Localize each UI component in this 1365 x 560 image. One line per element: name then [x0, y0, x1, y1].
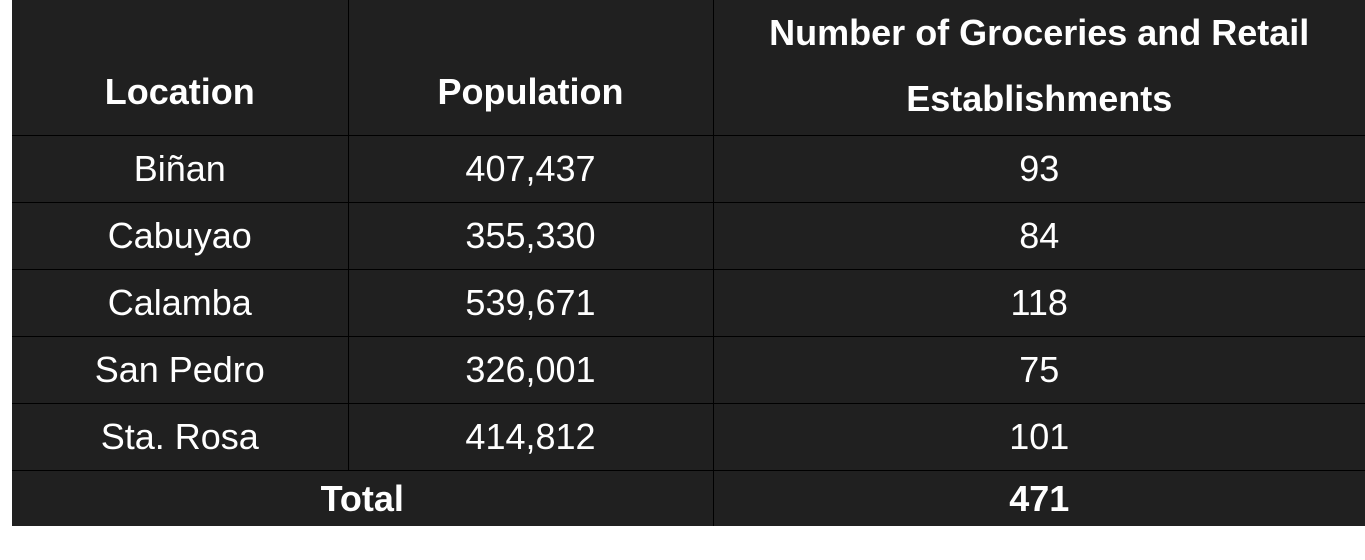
table-container: Location Population Number of Groceries …: [12, 0, 1365, 526]
cell-establishments: 101: [712, 403, 1365, 471]
column-header-establishments: Number of Groceries and Retail Establish…: [712, 0, 1365, 136]
cell-location: Sta. Rosa: [12, 403, 349, 471]
cell-establishments: 93: [712, 134, 1365, 203]
cell-population: 539,671: [347, 268, 714, 337]
table-total-row: Total 471: [12, 470, 1365, 526]
cell-establishments: 84: [712, 201, 1365, 270]
table-row: San Pedro 326,001 75: [12, 336, 1365, 404]
cell-location: Cabuyao: [12, 201, 349, 270]
table-row: Sta. Rosa 414,812 101: [12, 403, 1365, 471]
table-header-row: Location Population Number of Groceries …: [12, 0, 1365, 136]
total-establishments: 471: [712, 470, 1365, 526]
cell-population: 414,812: [347, 403, 714, 471]
cell-location: San Pedro: [12, 336, 349, 404]
cell-establishments: 75: [712, 336, 1365, 404]
total-label: Total: [12, 470, 714, 526]
table-row: Calamba 539,671 118: [12, 268, 1365, 337]
cell-population: 407,437: [347, 134, 714, 203]
cell-establishments: 118: [712, 268, 1365, 337]
table-row: Cabuyao 355,330 84: [12, 201, 1365, 270]
column-header-population: Population: [347, 0, 714, 136]
cell-population: 326,001: [347, 336, 714, 404]
establishments-table: Location Population Number of Groceries …: [12, 0, 1365, 526]
column-header-location: Location: [12, 0, 349, 136]
cell-location: Biñan: [12, 134, 349, 203]
cell-location: Calamba: [12, 268, 349, 337]
table-row: Biñan 407,437 93: [12, 134, 1365, 203]
cell-population: 355,330: [347, 201, 714, 270]
